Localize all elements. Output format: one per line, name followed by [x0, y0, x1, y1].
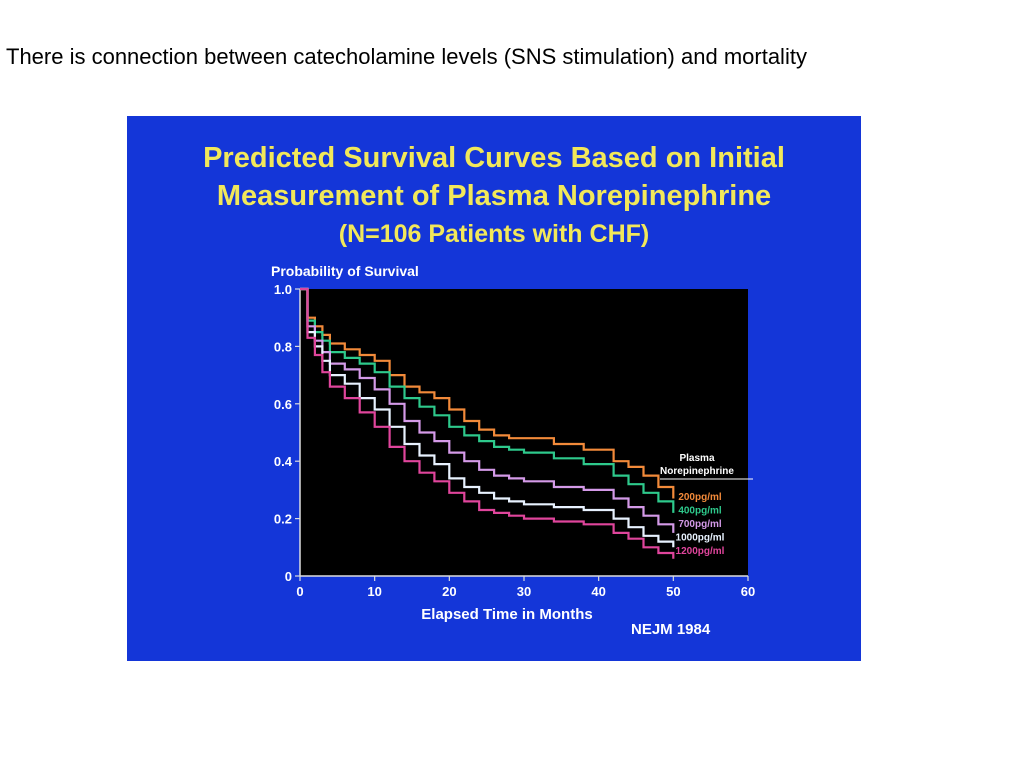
- x-tick-label: 10: [367, 584, 381, 599]
- x-tick-label: 40: [591, 584, 605, 599]
- x-tick-label: 50: [666, 584, 680, 599]
- x-tick-label: 20: [442, 584, 456, 599]
- legend: 200pg/ml 400pg/ml 700pg/ml 1000pg/ml 1200pg/…: [676, 492, 725, 557]
- y-tick-label: 0.6: [274, 397, 292, 412]
- legend-entry: 1000pg/ml: [676, 533, 725, 544]
- y-axis-label: Probability of Survival: [271, 263, 419, 279]
- legend-entry: 700pg/ml: [678, 519, 722, 530]
- legend-entry: 200pg/ml: [678, 492, 722, 503]
- legend-entry: 1200pg/ml: [676, 546, 725, 557]
- legend-title-line-2: Norepinephrine: [660, 466, 734, 477]
- chart-title-line-3: (N=106 Patients with CHF): [338, 220, 650, 248]
- x-axis-label: Elapsed Time in Months: [421, 606, 592, 623]
- slide-caption: There is connection between catecholamin…: [6, 44, 807, 69]
- source-label: NEJM 1984: [631, 621, 711, 638]
- survival-curves: [300, 287, 675, 559]
- legend-title-line-1: Plasma: [679, 453, 714, 464]
- x-tick-label: 30: [517, 584, 531, 599]
- y-tick-label: 0: [285, 569, 292, 584]
- y-tick-label: 0.8: [274, 339, 292, 354]
- axes: 0 0.2 0.4 0.6 0.8 1.0 0 10 20 30 40 50 60: [274, 282, 755, 599]
- y-tick-label: 1.0: [274, 282, 292, 297]
- survival-chart: 0 0.2 0.4 0.6 0.8 1.0 0 10 20 30 40 50 60 Probabilit…: [271, 263, 755, 638]
- chart-title-line-1: Predicted Survival Curves Based on Initi…: [203, 142, 785, 174]
- legend-entry: 400pg/ml: [678, 506, 722, 517]
- x-tick-label: 0: [296, 584, 303, 599]
- chart-slide: Predicted Survival Curves Based on Initi…: [127, 116, 861, 661]
- y-tick-label: 0.4: [274, 454, 293, 469]
- survival-curve-1200pg-ml: [300, 287, 675, 559]
- y-tick-label: 0.2: [274, 512, 292, 527]
- chart-title-line-2: Measurement of Plasma Norepinephrine: [216, 180, 772, 212]
- x-tick-label: 60: [741, 584, 755, 599]
